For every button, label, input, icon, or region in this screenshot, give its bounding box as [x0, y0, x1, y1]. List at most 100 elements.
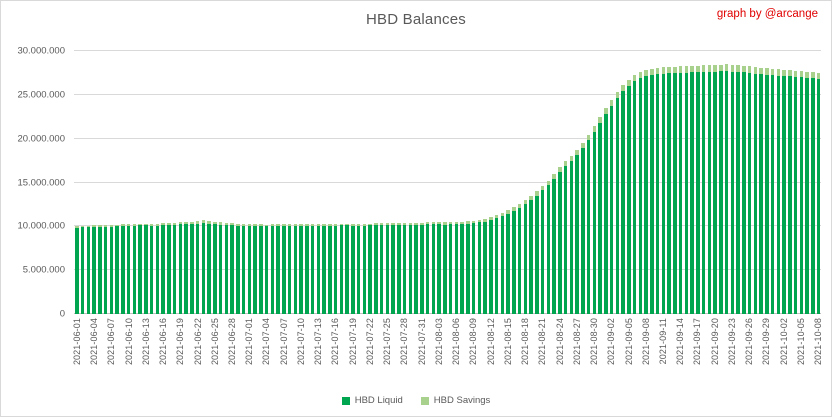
- bar-segment-liquid: [592, 131, 597, 314]
- bar-segment-savings: [724, 64, 729, 72]
- bar-day-38: [293, 51, 299, 314]
- bar-day-90: [592, 51, 598, 314]
- bar-day-69: [471, 51, 477, 314]
- bar-segment-liquid: [765, 74, 769, 314]
- bar-segment-savings: [224, 222, 229, 226]
- bar-segment-savings: [425, 222, 430, 225]
- bar-day-80: [534, 51, 540, 314]
- bar-segment-liquid: [345, 225, 349, 314]
- bar-segment-liquid: [558, 171, 562, 314]
- bar-day-129: [816, 51, 822, 314]
- x-axis-label: 2021-06-04: [89, 318, 100, 366]
- bar-segment-liquid: [351, 225, 355, 314]
- x-axis-label: 2021-09-02: [606, 318, 617, 366]
- x-axis-label: 2021-09-26: [744, 318, 755, 366]
- bar-segment-savings: [356, 223, 361, 226]
- bar-day-125: [793, 51, 799, 314]
- bar-day-96: [626, 51, 632, 314]
- bar-segment-liquid: [816, 78, 821, 314]
- bar-segment-liquid: [799, 77, 804, 314]
- bar-segment-liquid: [644, 76, 648, 314]
- bar-day-118: [753, 51, 759, 314]
- bar-day-124: [787, 51, 793, 314]
- bar-day-94: [615, 51, 621, 314]
- bar-segment-savings: [230, 223, 234, 226]
- bar-day-126: [799, 51, 805, 314]
- legend-item-hbd-savings: HBD Savings: [420, 395, 490, 406]
- bar-segment-liquid: [178, 224, 183, 314]
- bar-day-100: [649, 51, 655, 314]
- bar-segment-savings: [719, 64, 723, 72]
- bar-segment-liquid: [287, 225, 292, 314]
- x-axis-label: 2021-07-01: [244, 318, 255, 366]
- bar-segment-liquid: [121, 226, 125, 314]
- bar-day-86: [569, 51, 575, 314]
- bar-segment-liquid: [707, 71, 712, 314]
- bar-day-84: [557, 51, 563, 314]
- bar-day-13: [149, 51, 155, 314]
- bar-day-116: [741, 51, 747, 314]
- bar-segment-savings: [333, 223, 338, 226]
- bar-day-106: [684, 51, 690, 314]
- bar-segment-liquid: [811, 78, 815, 314]
- bar-segment-savings: [236, 223, 240, 226]
- bar-segment-liquid: [408, 224, 413, 314]
- bar-day-75: [505, 51, 511, 314]
- x-axis: 2021-06-01 2021-06-04 2021-06-07 2021-06-10…: [72, 318, 823, 390]
- hbd-liquid-swatch-icon: [341, 396, 350, 405]
- bar-day-23: [206, 51, 212, 314]
- bar-segment-liquid: [207, 223, 211, 314]
- bar-segment-liquid: [724, 71, 729, 314]
- gridline-0: [74, 313, 821, 314]
- bar-day-32: [258, 51, 264, 314]
- bar-day-77: [517, 51, 523, 314]
- bar-segment-liquid: [339, 225, 344, 314]
- bar-segment-savings: [109, 224, 114, 227]
- bar-day-117: [747, 51, 753, 314]
- bar-day-104: [672, 51, 678, 314]
- bar-segment-liquid: [494, 218, 499, 314]
- bar-segment-savings: [776, 69, 781, 76]
- bar-segment-liquid: [333, 225, 338, 314]
- bar-segment-savings: [523, 200, 528, 204]
- x-axis-label: 2021-08-21: [537, 318, 548, 366]
- bar-segment-liquid: [92, 226, 96, 314]
- bar-day-44: [327, 51, 333, 314]
- bar-segment-savings: [270, 224, 275, 227]
- bar-segment-savings: [310, 224, 315, 227]
- bar-segment-liquid: [713, 71, 717, 314]
- bar-segment-liquid: [730, 71, 735, 314]
- bar-segment-liquid: [736, 72, 740, 314]
- bar-segment-liquid: [684, 72, 689, 314]
- bar-segment-savings: [569, 155, 574, 162]
- bar-segment-savings: [477, 219, 482, 223]
- bar-day-122: [776, 51, 782, 314]
- bar-segment-savings: [638, 71, 643, 79]
- bar-segment-liquid: [655, 74, 660, 314]
- bar-day-18: [178, 51, 184, 314]
- bar-segment-liquid: [598, 122, 602, 314]
- bar-segment-savings: [811, 72, 815, 79]
- x-axis-label: 2021-06-10: [123, 318, 134, 366]
- bar-segment-savings: [322, 224, 326, 226]
- bar-day-3: [91, 51, 97, 314]
- bar-segment-liquid: [540, 190, 545, 314]
- bar-segment-savings: [167, 223, 171, 226]
- bar-segment-savings: [690, 65, 694, 73]
- bar-day-61: [425, 51, 431, 314]
- legend-item-hbd-liquid: HBD Liquid: [341, 395, 403, 406]
- bar-segment-liquid: [241, 225, 246, 314]
- bar-segment-savings: [172, 222, 177, 225]
- bar-segment-savings: [138, 223, 142, 226]
- bar-day-105: [678, 51, 684, 314]
- bar-segment-savings: [184, 221, 188, 225]
- bar-segment-savings: [241, 224, 246, 226]
- bar-segment-liquid: [638, 78, 643, 314]
- bar-day-43: [321, 51, 327, 314]
- bar-segment-savings: [362, 223, 367, 226]
- y-axis-label: 25.000.000: [17, 89, 65, 101]
- bar-segment-savings: [581, 142, 585, 149]
- bar-day-103: [666, 51, 672, 314]
- bar-day-64: [442, 51, 448, 314]
